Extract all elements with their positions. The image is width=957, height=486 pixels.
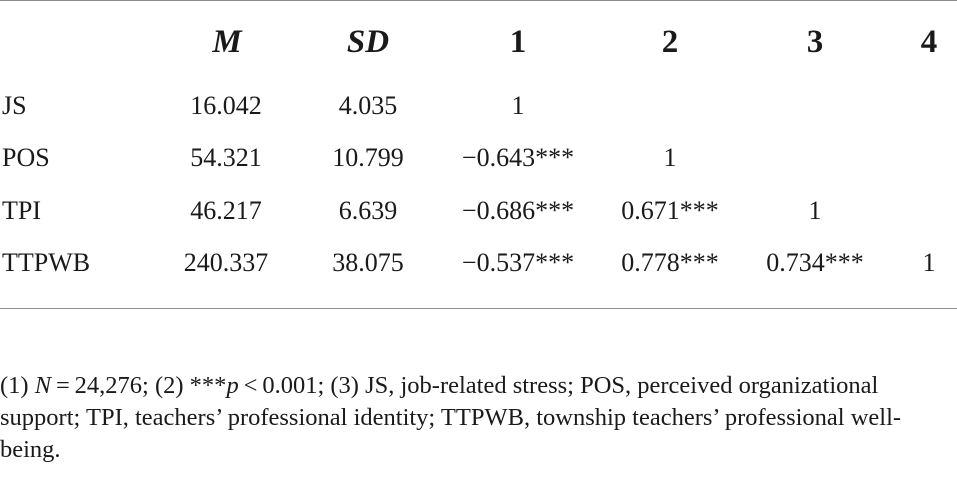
cell-corr-2: 1 [663, 143, 677, 172]
cell-corr-2: 0.778*** [621, 248, 719, 277]
cell-mean: 16.042 [190, 91, 262, 120]
cell-corr-1: −0.686*** [461, 196, 575, 225]
cell-corr-2: 0.671*** [621, 196, 719, 225]
header-sd: SD [346, 24, 390, 60]
cell-corr-3: 1 [808, 196, 822, 225]
header-col-3: 3 [806, 24, 824, 60]
footnote-text: (1) [0, 372, 35, 399]
cell-corr-1: 1 [511, 91, 525, 120]
cell-sd: 6.639 [338, 196, 398, 225]
cell-mean: 46.217 [190, 196, 262, 225]
footnote-p-symbol: p [226, 372, 239, 399]
cell-sd: 10.799 [332, 143, 404, 172]
row-label: TTPWB [2, 248, 91, 277]
footnote-n-symbol: N [34, 372, 52, 399]
cell-mean: 54.321 [190, 143, 262, 172]
table-bottom-rule [0, 308, 957, 309]
header-col-1: 1 [509, 24, 527, 60]
table-top-rule [0, 0, 957, 1]
footnote-text: = 24,276; (2) *** [51, 372, 227, 399]
footnote-text: < 0.001; (3) JS, job-related stress; POS… [0, 372, 902, 463]
cell-corr-1: −0.643*** [461, 143, 575, 172]
table-footnote: (1) N = 24,276; (2) ***p < 0.001; (3) JS… [0, 370, 950, 466]
cell-mean: 240.337 [183, 248, 269, 277]
cell-corr-4: 1 [922, 248, 936, 277]
cell-corr-1: −0.537*** [461, 248, 575, 277]
header-mean: M [212, 24, 242, 60]
cell-sd: 4.035 [338, 91, 398, 120]
row-label: TPI [2, 196, 41, 225]
header-col-2: 2 [661, 24, 679, 60]
row-label: POS [2, 143, 50, 172]
cell-sd: 38.075 [332, 248, 404, 277]
row-label: JS [2, 91, 27, 120]
header-col-4: 4 [920, 24, 938, 60]
cell-corr-3: 0.734*** [766, 248, 864, 277]
